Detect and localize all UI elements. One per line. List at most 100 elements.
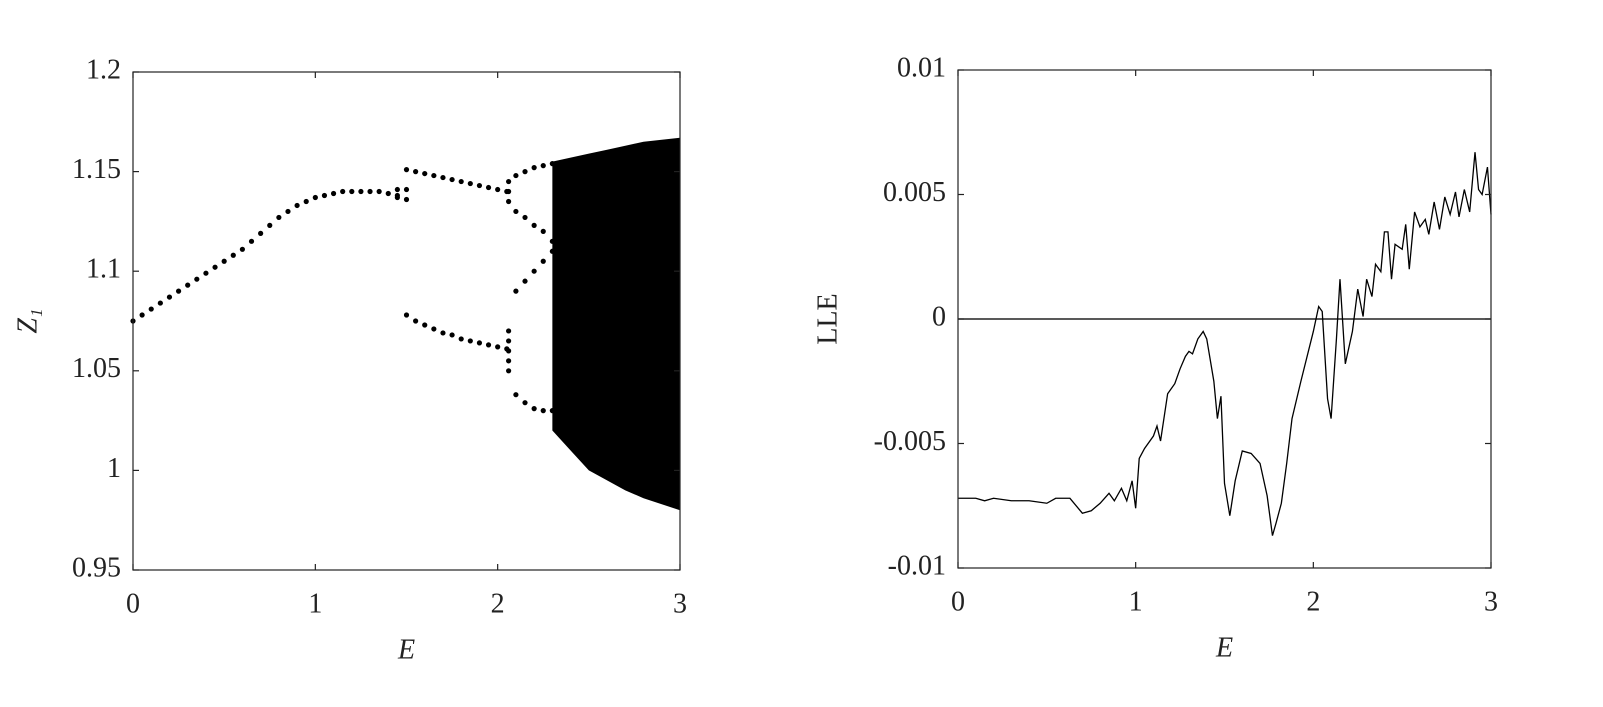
point bbox=[413, 169, 419, 175]
point bbox=[330, 190, 337, 197]
point bbox=[506, 338, 512, 344]
point bbox=[531, 165, 537, 171]
point bbox=[540, 163, 546, 169]
y-tick-label: 1.05 bbox=[72, 353, 121, 384]
point bbox=[394, 186, 400, 193]
y-tick-label: 0 bbox=[932, 301, 946, 332]
point bbox=[185, 282, 191, 288]
point bbox=[476, 340, 483, 346]
point bbox=[394, 194, 400, 201]
point bbox=[549, 238, 555, 244]
y-tick-label: -0.01 bbox=[888, 550, 946, 581]
point bbox=[522, 278, 528, 284]
point bbox=[522, 400, 528, 406]
point bbox=[513, 172, 519, 179]
point bbox=[495, 344, 501, 350]
point bbox=[376, 188, 382, 195]
y-tick-label: -0.005 bbox=[874, 426, 946, 457]
point bbox=[285, 208, 291, 215]
point bbox=[467, 180, 473, 187]
point bbox=[449, 176, 455, 183]
y-tick-label: 1.2 bbox=[86, 54, 121, 85]
x-tick-label: 1 bbox=[308, 588, 322, 619]
point bbox=[431, 326, 437, 332]
point bbox=[476, 182, 483, 189]
point bbox=[148, 306, 154, 312]
y-tick-label: 1 bbox=[107, 453, 121, 484]
point bbox=[506, 368, 512, 374]
point bbox=[513, 288, 519, 294]
point bbox=[540, 228, 546, 234]
x-tick-label: 3 bbox=[1484, 586, 1498, 617]
point bbox=[294, 202, 300, 209]
point bbox=[485, 342, 492, 348]
point bbox=[203, 270, 209, 276]
point bbox=[485, 184, 492, 191]
point bbox=[349, 188, 355, 195]
point bbox=[175, 288, 182, 294]
point bbox=[549, 408, 555, 414]
chaotic-band bbox=[552, 137, 680, 511]
point bbox=[312, 194, 318, 201]
point bbox=[267, 222, 273, 228]
x-tick-label: 1 bbox=[1129, 586, 1143, 617]
y-tick-label: 1.15 bbox=[72, 154, 121, 185]
x-axis-label: E bbox=[397, 634, 415, 665]
point bbox=[506, 198, 512, 205]
point bbox=[321, 192, 328, 199]
x-tick-label: 0 bbox=[126, 588, 140, 619]
y-tick-label: 1.1 bbox=[86, 254, 121, 285]
point bbox=[413, 318, 419, 324]
point bbox=[522, 169, 528, 175]
point bbox=[422, 322, 428, 328]
point bbox=[506, 358, 512, 364]
point bbox=[403, 312, 410, 318]
point bbox=[422, 170, 428, 177]
point bbox=[403, 196, 410, 203]
point bbox=[139, 312, 145, 318]
x-axis-label: E bbox=[1215, 632, 1233, 663]
subplot: 0 1 2 3 0.95 1 1.05 1.1 1.15 1.2 E Z₁ bbox=[12, 54, 687, 665]
y-axis-label: LLE bbox=[812, 293, 843, 344]
point bbox=[440, 174, 446, 181]
point bbox=[385, 190, 391, 197]
point bbox=[367, 188, 373, 195]
point bbox=[276, 214, 282, 221]
point bbox=[221, 258, 227, 264]
point bbox=[157, 300, 163, 306]
point bbox=[531, 268, 537, 274]
point bbox=[531, 406, 537, 412]
point bbox=[303, 198, 309, 205]
point bbox=[431, 172, 437, 179]
point bbox=[340, 188, 346, 195]
point bbox=[522, 214, 528, 221]
point bbox=[549, 248, 555, 254]
point bbox=[513, 392, 519, 398]
point bbox=[540, 408, 546, 414]
y-axis-label: Z₁ bbox=[12, 308, 43, 333]
x-tick-label: 2 bbox=[491, 588, 505, 619]
point bbox=[506, 188, 512, 195]
point bbox=[458, 336, 464, 342]
point bbox=[258, 230, 264, 236]
subplot: 0 1 2 3 -0.01 -0.005 0 0.005 0.01 E LLE bbox=[812, 52, 1498, 663]
point bbox=[495, 186, 501, 193]
y-tick-label: 0.01 bbox=[897, 52, 946, 83]
point bbox=[549, 161, 555, 167]
point bbox=[194, 276, 200, 282]
point bbox=[506, 348, 512, 354]
point bbox=[358, 188, 364, 195]
point bbox=[166, 294, 173, 300]
y-tick-label: 0.95 bbox=[72, 552, 121, 583]
x-tick-label: 3 bbox=[673, 588, 687, 619]
point bbox=[440, 330, 446, 336]
point bbox=[230, 252, 236, 258]
y-tick-label: 0.005 bbox=[883, 177, 946, 208]
point bbox=[540, 258, 546, 264]
point bbox=[531, 222, 537, 228]
point bbox=[248, 238, 255, 244]
x-tick-label: 2 bbox=[1306, 586, 1320, 617]
x-tick-label: 0 bbox=[951, 586, 965, 617]
plot-frame bbox=[132, 71, 681, 571]
